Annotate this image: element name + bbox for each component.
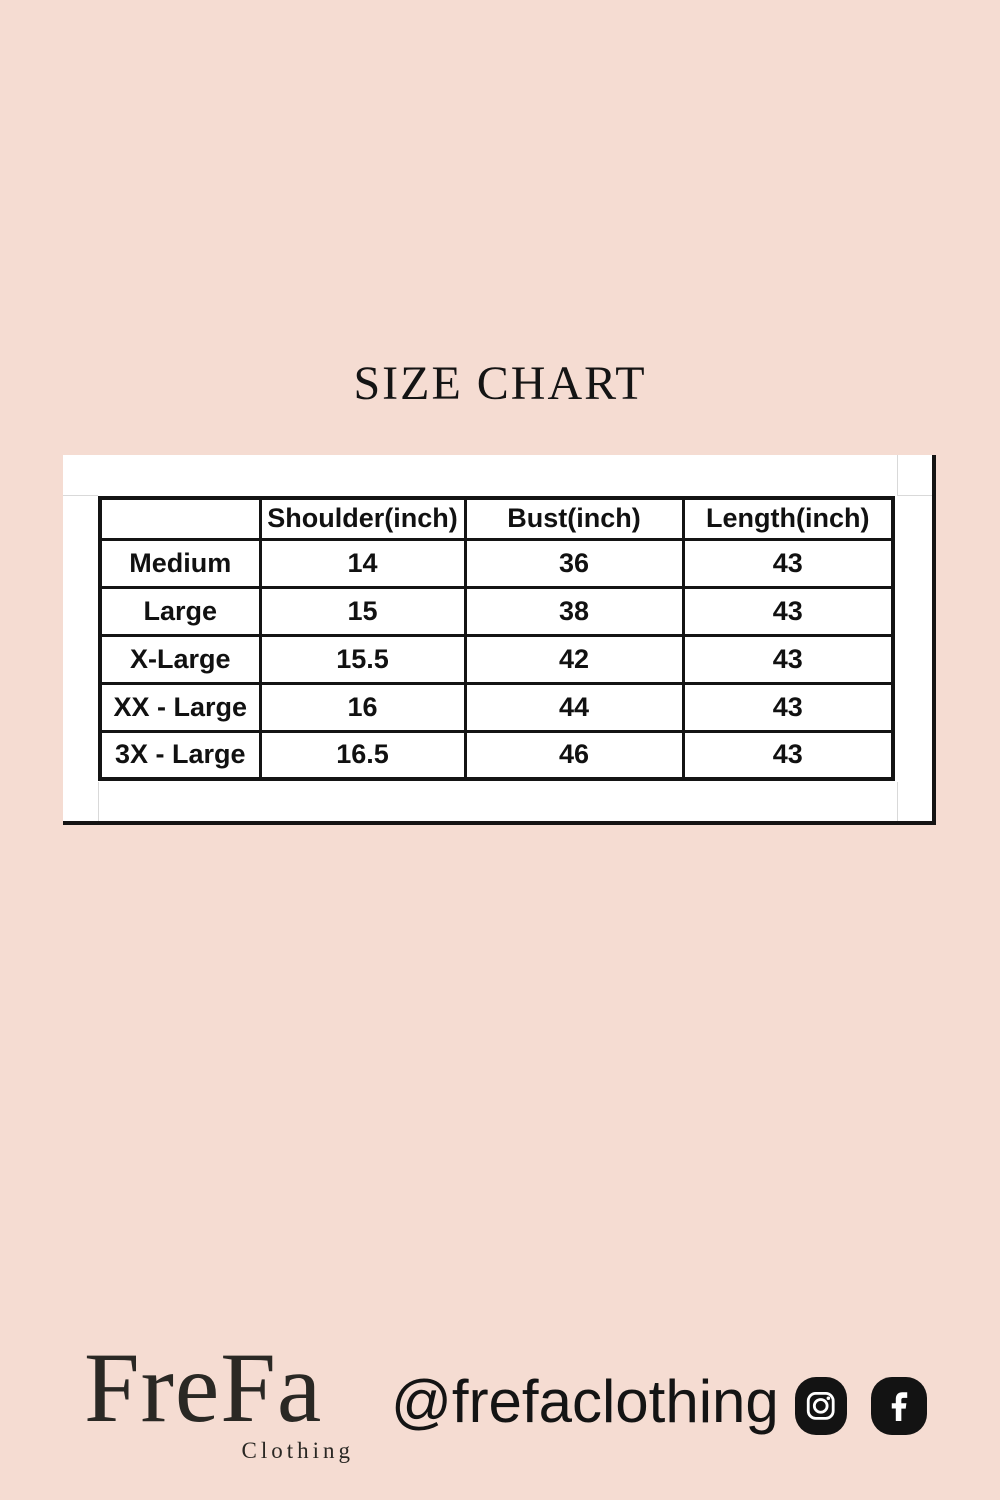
brand-name: FreFa (84, 1332, 323, 1443)
shoulder-value-cell: 15.5 (258, 633, 467, 685)
table-header-row: Shoulder(inch) Bust(inch) Length(inch) (98, 496, 895, 541)
length-value-cell: 43 (681, 681, 895, 733)
col-header-size (98, 496, 262, 541)
size-label-cell: Medium (98, 537, 262, 589)
gridline (897, 782, 898, 821)
length-value-cell: 43 (681, 537, 895, 589)
social-handle: @frefaclothing (391, 1368, 779, 1435)
bust-value-cell: 36 (463, 537, 685, 589)
gridline (63, 495, 98, 496)
size-label-cell: X-Large (98, 633, 262, 685)
bust-value-cell: 38 (463, 585, 685, 637)
length-value-cell: 43 (681, 585, 895, 637)
length-value-cell: 43 (681, 729, 895, 781)
table-row: Medium 14 36 43 (98, 537, 895, 589)
table-row: X-Large 15.5 42 43 (98, 633, 895, 685)
size-label-cell: Large (98, 585, 262, 637)
shoulder-value-cell: 15 (258, 585, 467, 637)
table-panel: Shoulder(inch) Bust(inch) Length(inch) M… (63, 455, 936, 825)
bust-value-cell: 42 (463, 633, 685, 685)
size-table: Shoulder(inch) Bust(inch) Length(inch) M… (98, 496, 895, 781)
table-row: Large 15 38 43 (98, 585, 895, 637)
col-header-length: Length(inch) (681, 496, 895, 541)
gridline (98, 782, 99, 821)
bust-value-cell: 44 (463, 681, 685, 733)
facebook-icon (871, 1377, 927, 1435)
table-row: XX - Large 16 44 43 (98, 681, 895, 733)
instagram-icon (795, 1377, 847, 1435)
length-value-cell: 43 (681, 633, 895, 685)
brand-tagline: Clothing (241, 1438, 354, 1463)
col-header-shoulder: Shoulder(inch) (258, 496, 467, 541)
table-row: 3X - Large 16.5 46 43 (98, 729, 895, 781)
brand-logo: FreFa Clothing (84, 1332, 350, 1464)
size-label-cell: XX - Large (98, 681, 262, 733)
shoulder-value-cell: 16.5 (258, 729, 467, 781)
gridline (897, 455, 898, 495)
bust-value-cell: 46 (463, 729, 685, 781)
size-label-cell: 3X - Large (98, 729, 262, 781)
gridline (897, 495, 932, 496)
shoulder-value-cell: 14 (258, 537, 467, 589)
col-header-bust: Bust(inch) (463, 496, 685, 541)
page-title: SIZE CHART (353, 357, 647, 410)
shoulder-value-cell: 16 (258, 681, 467, 733)
